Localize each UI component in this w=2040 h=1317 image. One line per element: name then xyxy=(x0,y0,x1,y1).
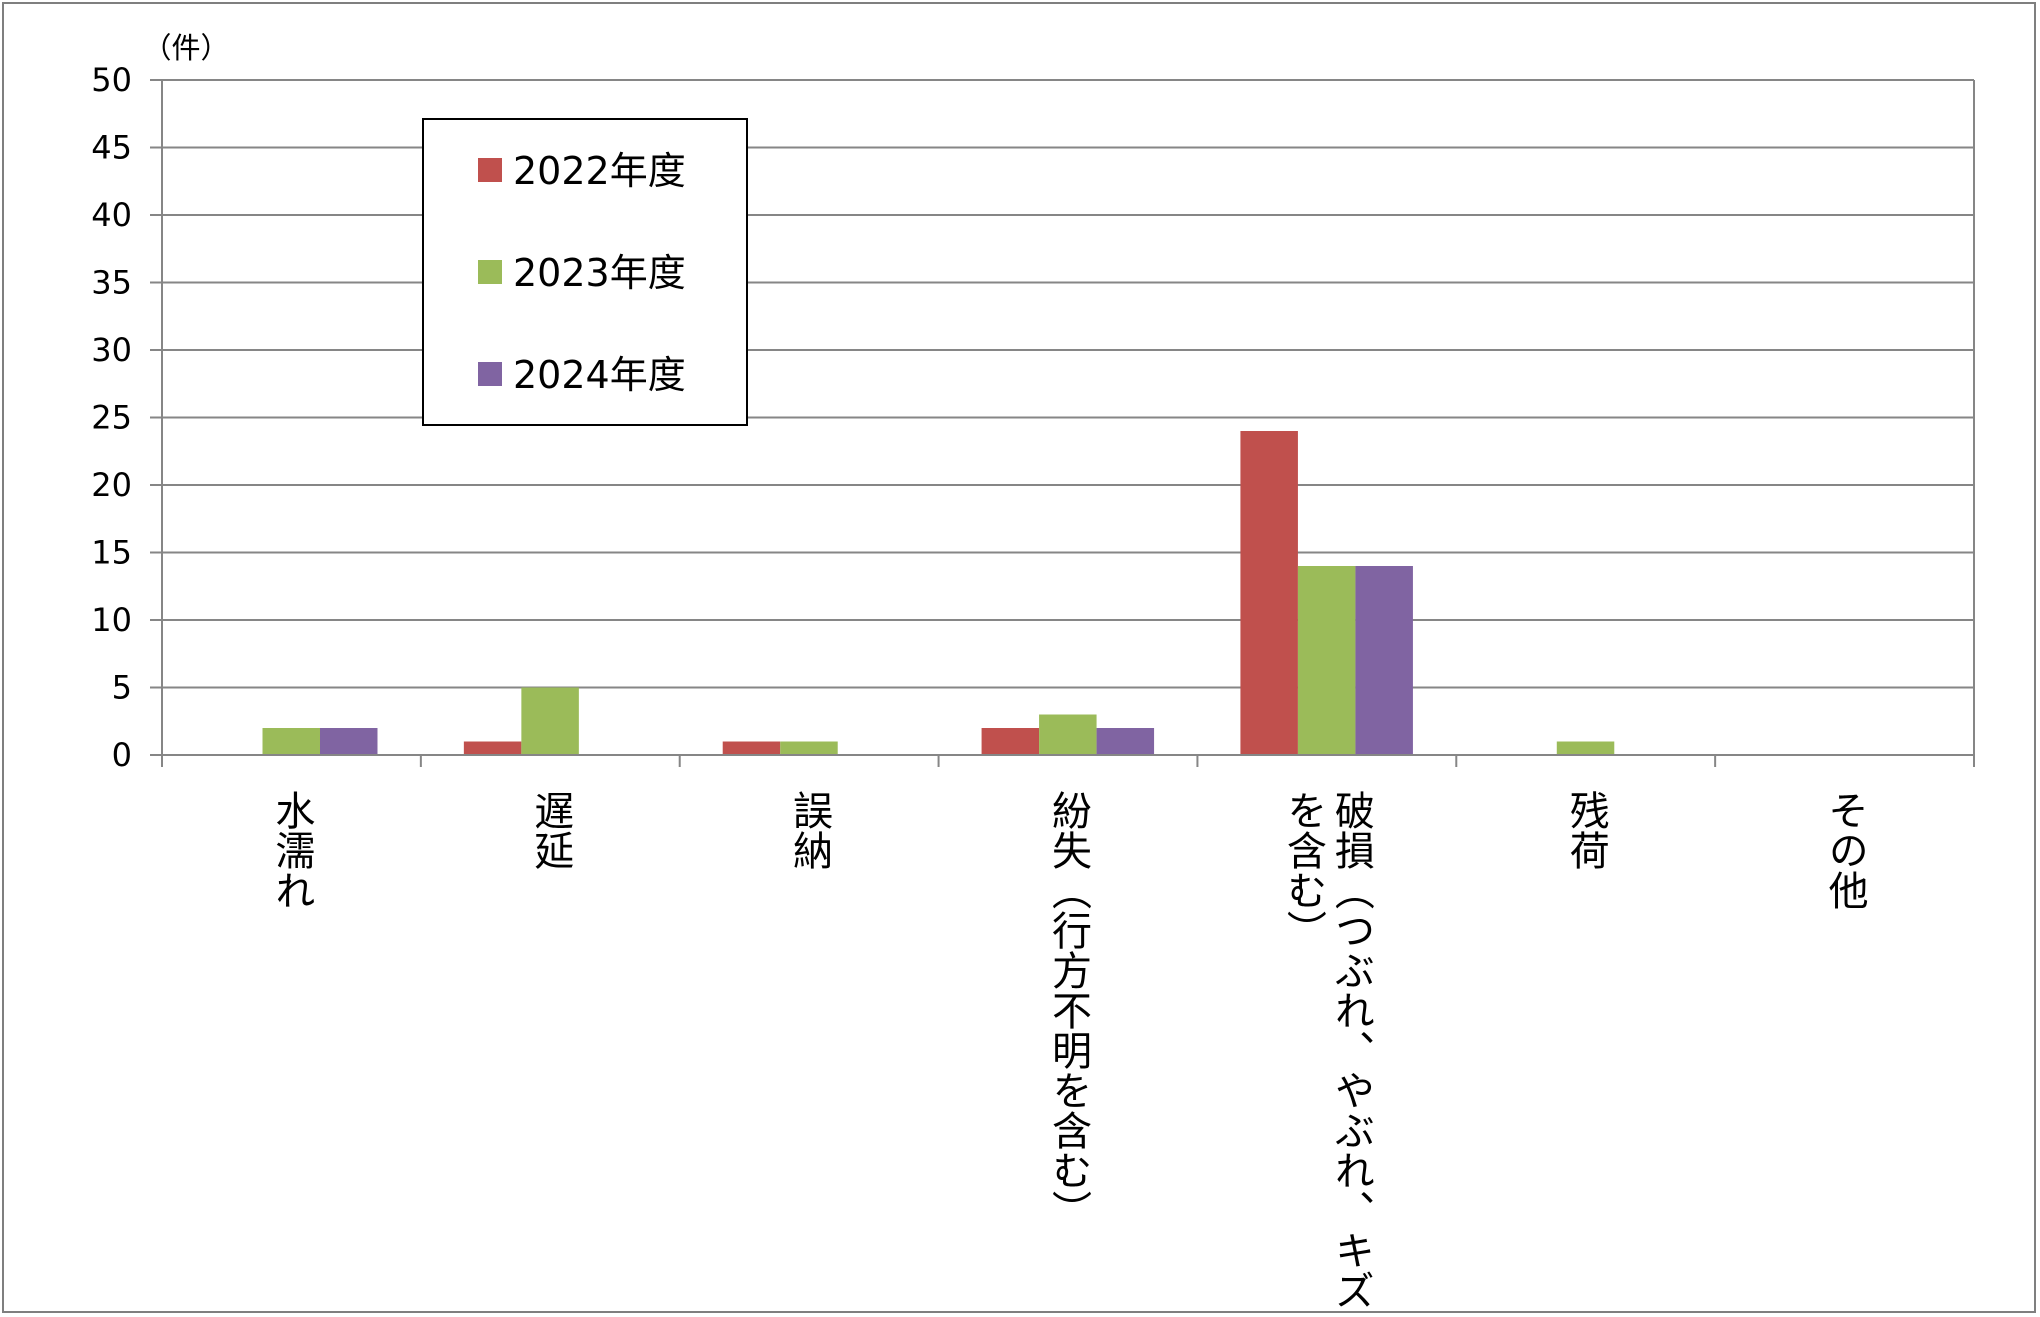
bar xyxy=(780,741,838,755)
y-tick-label: 50 xyxy=(91,61,132,99)
x-category-label: 残荷 xyxy=(1563,790,1609,870)
bar xyxy=(320,728,378,755)
x-category-label: を含む） xyxy=(1280,790,1327,950)
bar xyxy=(722,741,781,755)
bar xyxy=(1355,566,1413,755)
x-category-label: 遅延 xyxy=(527,790,573,870)
y-unit-label: （件） xyxy=(142,31,229,65)
labels: 0 5 10 15 20 25 30 35 40 45 50 （件） 水濡れ 遅延 誤納 紛失（行方不明を含む… xyxy=(91,31,1868,1310)
y-tick-label: 10 xyxy=(91,601,132,639)
bar xyxy=(463,741,522,755)
x-category-label: 水濡れ xyxy=(268,790,314,910)
y-tick-label: 30 xyxy=(91,331,132,369)
axes xyxy=(150,79,1975,767)
bar xyxy=(1556,741,1615,755)
legend-box xyxy=(422,118,748,426)
bars xyxy=(262,431,1615,755)
y-tick-label: 35 xyxy=(91,264,132,302)
x-category-label: その他 xyxy=(1822,790,1869,910)
bar xyxy=(1096,728,1155,755)
legend-swatch xyxy=(478,362,502,386)
y-tick-label: 25 xyxy=(91,399,132,437)
y-tick-label: 45 xyxy=(91,129,132,167)
bar xyxy=(981,728,1040,755)
bar xyxy=(1297,566,1356,755)
legend-label: 2024年度 xyxy=(513,353,686,397)
y-tick-label: 40 xyxy=(91,196,132,234)
x-category-label: 破損（つぶれ、やぶれ、キズ xyxy=(1328,790,1375,1310)
bar xyxy=(262,728,320,755)
x-category-label: 紛失（行方不明を含む） xyxy=(1045,790,1092,1230)
bar xyxy=(521,687,579,755)
legend-label: 2023年度 xyxy=(513,251,686,295)
legend-swatch xyxy=(478,158,502,182)
bar xyxy=(1039,714,1097,755)
x-category-label: 誤納 xyxy=(786,790,832,870)
legend-swatch xyxy=(478,260,502,284)
y-tick-label: 20 xyxy=(91,466,132,504)
legend-label: 2022年度 xyxy=(513,149,686,193)
y-tick-label: 15 xyxy=(91,534,132,572)
y-tick-label: 0 xyxy=(112,736,132,774)
bar xyxy=(1240,431,1298,755)
legend: 2022年度 2023年度 2024年度 xyxy=(422,118,748,426)
y-tick-label: 5 xyxy=(112,669,132,707)
